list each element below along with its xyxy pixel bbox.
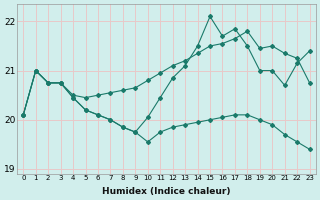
X-axis label: Humidex (Indice chaleur): Humidex (Indice chaleur)	[102, 187, 231, 196]
